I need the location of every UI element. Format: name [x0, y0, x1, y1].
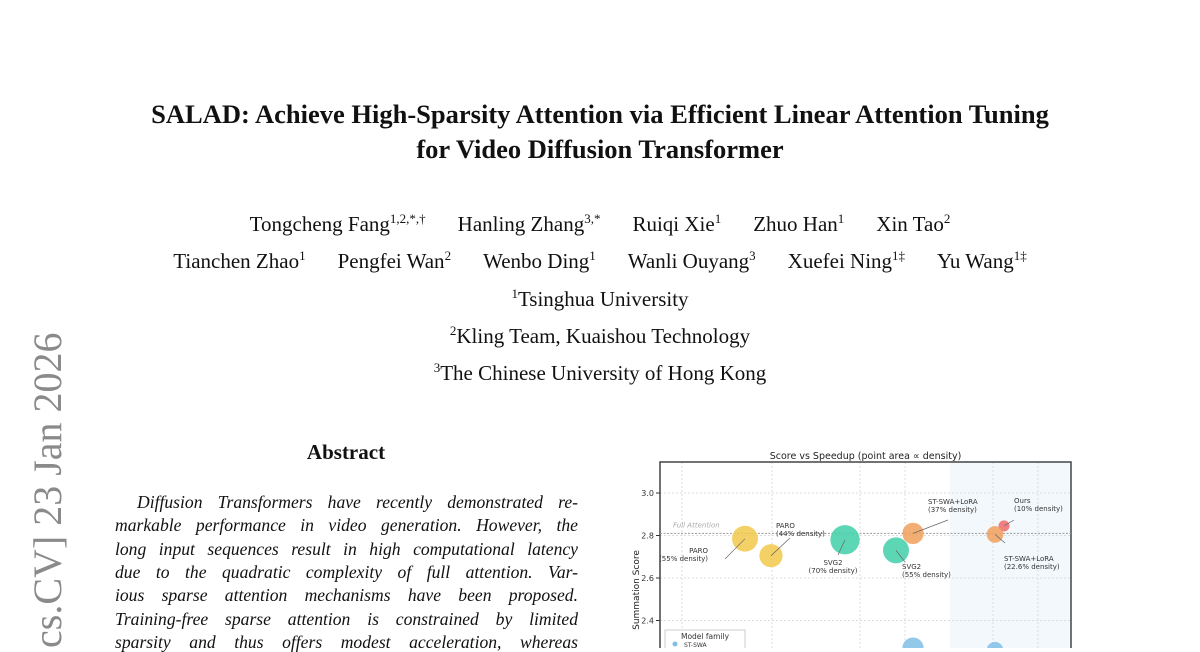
- affiliation-3: 3The Chinese University of Hong Kong: [0, 361, 1200, 386]
- paper-title-line-2: for Video Diffusion Transformer: [416, 134, 784, 164]
- author: Tianchen Zhao1: [173, 249, 305, 273]
- author-name: Tongcheng Fang: [249, 212, 390, 236]
- point-density-label: (44% density): [776, 530, 825, 538]
- annotation-leader: [994, 534, 1006, 544]
- point-density-label: (70% density): [809, 567, 858, 575]
- author-affiliation-sup: 1‡: [892, 248, 906, 263]
- affiliation-1: 1Tsinghua University: [0, 287, 1200, 312]
- author: Wanli Ouyang3: [628, 249, 756, 273]
- author-name: Xin Tao: [876, 212, 944, 236]
- point-density-label: (55% density): [902, 571, 951, 579]
- annotation-leader: [912, 519, 949, 534]
- author-name: Wanli Ouyang: [627, 249, 750, 273]
- annotation-leader: [770, 537, 791, 556]
- affiliation-name: The Chinese University of Hong Kong: [440, 361, 767, 385]
- point-density-label: (10% density): [1014, 505, 1063, 513]
- plot-frame: [659, 461, 1072, 648]
- author-affiliation-sup: 1: [589, 248, 596, 263]
- author-name: Xuefei Ning: [787, 249, 893, 273]
- affiliation-2: 2Kling Team, Kuaishou Technology: [0, 324, 1200, 349]
- author-affiliation-sup: 2: [943, 211, 951, 226]
- author-affiliation-sup: 1: [837, 211, 845, 226]
- legend-box: [664, 629, 746, 648]
- affiliation-name: Kling Team, Kuaishou Technology: [456, 324, 751, 348]
- author: Hanling Zhang3,*: [458, 212, 601, 236]
- author-affiliation-sup: 2: [444, 248, 452, 263]
- point-label: SVG2: [823, 559, 842, 567]
- affiliation-sup: 3: [433, 360, 441, 375]
- y-axis-label: Summation Score: [632, 550, 642, 630]
- abstract-line: due to the quadratic complexity of full …: [115, 561, 578, 582]
- abstract-line: sparsity and thus offers modest accelera…: [115, 631, 578, 652]
- abstract-line: long input sequences result in high comp…: [115, 538, 578, 559]
- author-affiliation-sup: 1,2,*,†: [389, 211, 426, 226]
- author-name: Hanling Zhang: [457, 212, 585, 236]
- author-name: Tianchen Zhao: [173, 249, 300, 273]
- point-label: ST-SWA+LoRA: [928, 498, 978, 506]
- annotation-leader: [895, 550, 906, 563]
- y-tick-label: 3.0: [641, 489, 654, 498]
- author: Ruiqi Xie1: [632, 212, 721, 236]
- y-tick-label: 2.4: [641, 617, 654, 626]
- author: Zhuo Han1: [753, 212, 844, 236]
- author: Wenbo Ding1: [483, 249, 596, 273]
- author-affiliation-sup: 3: [749, 248, 756, 263]
- point-density-label: (22.6% density): [1004, 563, 1060, 571]
- author-name: Ruiqi Xie: [632, 212, 715, 236]
- abstract-line: Training-free sparse attention is constr…: [115, 608, 578, 629]
- abstract-heading: Abstract: [306, 440, 386, 464]
- point-label: Ours: [1014, 497, 1031, 505]
- point-density-label: (55% density): [659, 555, 708, 563]
- abstract-line: ious sparse attention mechanisms have be…: [115, 585, 578, 606]
- data-point: [902, 637, 924, 648]
- author: Yu Wang1‡: [937, 249, 1027, 273]
- y-tick-label: 2.8: [641, 532, 654, 541]
- chart-title: Score vs Speedup (point area ∝ density): [770, 451, 962, 462]
- highlight-region: [950, 462, 1071, 648]
- author: Pengfei Wan2: [338, 249, 451, 273]
- full-attention-label: Full Attention: [673, 521, 720, 529]
- affiliation-name: Tsinghua University: [517, 287, 689, 311]
- author-affiliation-sup: 1‡: [1013, 248, 1027, 263]
- affiliation-sup: 2: [449, 323, 457, 338]
- author-name: Zhuo Han: [753, 212, 838, 236]
- abstract-line: Diffusion Transformers have recently dem…: [137, 492, 578, 512]
- legend-title: Model family: [681, 632, 730, 641]
- author-affiliation-sup: 1: [714, 211, 722, 226]
- point-label: ST-SWA+LoRA: [1004, 555, 1054, 563]
- point-label: PARO: [776, 522, 795, 530]
- legend-entry: ST-SWA: [684, 642, 708, 648]
- annotation-leader: [724, 538, 746, 560]
- point-label: SVG2: [902, 563, 921, 571]
- author: Xin Tao2: [876, 212, 950, 236]
- point-label: PARO: [689, 547, 708, 555]
- point-density-label: (37% density): [928, 506, 977, 514]
- affiliation-sup: 1: [511, 286, 518, 301]
- legend-marker: [672, 641, 678, 647]
- author: Tongcheng Fang1,2,*,†: [250, 212, 426, 236]
- data-point: [986, 641, 1004, 648]
- y-tick-label: 2.6: [641, 574, 654, 583]
- annotation-leader: [1003, 519, 1015, 527]
- author-name: Yu Wang: [937, 249, 1014, 273]
- author-affiliation-sup: 1: [299, 248, 306, 263]
- abstract-line: markable performance in video generation…: [115, 515, 578, 536]
- paper-title-line-1: SALAD: Achieve High-Sparsity Attention v…: [151, 99, 1049, 129]
- authors-row-2: Tianchen Zhao1 Pengfei Wan2 Wenbo Ding1 Wan…: [0, 249, 1200, 274]
- author-affiliation-sup: 3,*: [584, 211, 601, 226]
- annotation-leader: [837, 539, 846, 556]
- authors-row-1: Tongcheng Fang1,2,*,† Hanling Zhang3,* Rui…: [0, 212, 1200, 237]
- author-name: Pengfei Wan: [337, 249, 445, 273]
- author: Xuefei Ning1‡: [788, 249, 905, 273]
- author-name: Wenbo Ding: [483, 249, 590, 273]
